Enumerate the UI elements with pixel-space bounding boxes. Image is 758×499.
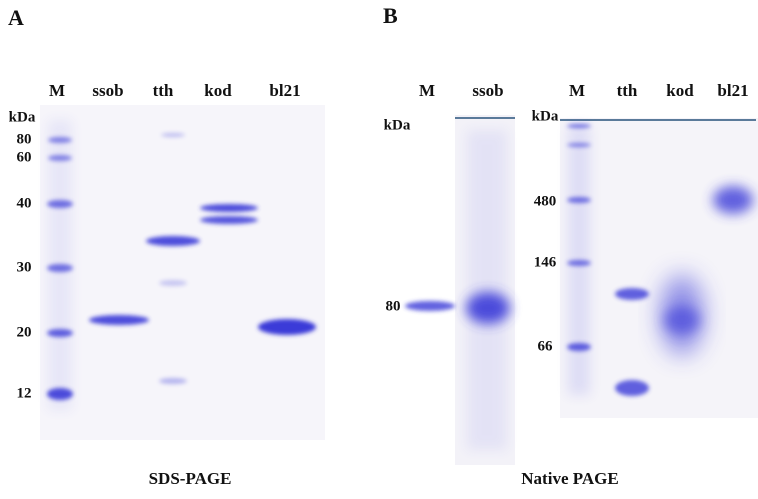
marker-label: 30 — [17, 259, 32, 275]
lane-label: bl21 — [269, 81, 300, 100]
caption: Native PAGE — [521, 469, 618, 488]
marker-label: 20 — [17, 324, 32, 340]
lane-label: tth — [153, 81, 174, 100]
unit-label: kDa — [532, 108, 559, 124]
lane-label: kod — [204, 81, 232, 100]
gel-b-right — [560, 118, 758, 418]
marker-label: 80 — [17, 131, 32, 147]
lane-label: M — [49, 81, 65, 100]
marker-label: 40 — [17, 195, 32, 211]
panel-letter: B — [383, 3, 398, 28]
marker-label: 146 — [534, 254, 557, 270]
marker-label: 80 — [386, 298, 401, 314]
lane-label: kod — [666, 81, 694, 100]
lane-label: M — [569, 81, 585, 100]
caption: SDS-PAGE — [149, 469, 232, 488]
marker-label: 66 — [538, 338, 554, 354]
unit-label: kDa — [9, 109, 36, 125]
bands-b-left — [405, 130, 510, 450]
lane-label: M — [419, 81, 435, 100]
unit-label: kDa — [384, 117, 411, 133]
gel-a — [40, 105, 325, 440]
panel-letter: A — [8, 5, 24, 30]
lane-label: bl21 — [717, 81, 748, 100]
marker-label: 12 — [17, 385, 32, 401]
lane-label: ssob — [472, 81, 503, 100]
bands-b-right — [567, 124, 753, 396]
marker-label: 60 — [17, 149, 32, 165]
lane-label: ssob — [92, 81, 123, 100]
marker-label: 480 — [534, 193, 557, 209]
lane-label: tth — [617, 81, 638, 100]
bands-a — [47, 120, 316, 410]
